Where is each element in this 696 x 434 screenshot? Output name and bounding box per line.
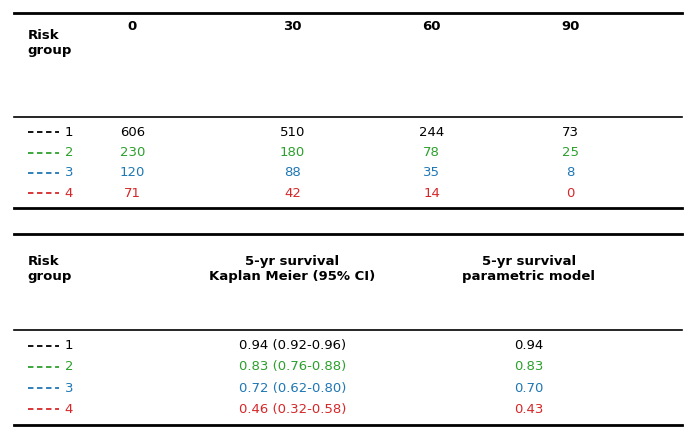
Text: 71: 71 (124, 187, 141, 200)
Text: 0.72 (0.62-0.80): 0.72 (0.62-0.80) (239, 381, 346, 395)
Text: 4: 4 (65, 187, 73, 200)
Text: 0.83 (0.76-0.88): 0.83 (0.76-0.88) (239, 361, 346, 374)
Text: 0.94 (0.92-0.96): 0.94 (0.92-0.96) (239, 339, 346, 352)
Text: 0.94: 0.94 (514, 339, 544, 352)
Text: 73: 73 (562, 126, 579, 139)
Text: 0.70: 0.70 (514, 381, 544, 395)
Text: 510: 510 (280, 126, 305, 139)
Text: 1: 1 (65, 126, 73, 139)
Text: 30: 30 (283, 20, 301, 33)
Text: 120: 120 (120, 166, 145, 179)
Text: 0: 0 (567, 187, 575, 200)
Text: 90: 90 (562, 20, 580, 33)
Text: 8: 8 (567, 166, 575, 179)
Text: 0.43: 0.43 (514, 403, 544, 416)
Text: Risk
group: Risk group (28, 30, 72, 57)
Text: 230: 230 (120, 146, 145, 159)
Text: 35: 35 (423, 166, 440, 179)
Text: 180: 180 (280, 146, 305, 159)
Text: 1: 1 (65, 339, 73, 352)
Text: 3: 3 (65, 381, 73, 395)
Text: 3: 3 (65, 166, 73, 179)
Text: 60: 60 (422, 20, 441, 33)
Text: 88: 88 (284, 166, 301, 179)
Text: 0: 0 (127, 20, 137, 33)
Text: 0.46 (0.32-0.58): 0.46 (0.32-0.58) (239, 403, 346, 416)
Text: 25: 25 (562, 146, 579, 159)
Text: 5-yr survival
parametric model: 5-yr survival parametric model (462, 255, 596, 283)
Text: 5-yr survival
Kaplan Meier (95% CI): 5-yr survival Kaplan Meier (95% CI) (209, 255, 375, 283)
Text: 2: 2 (65, 146, 73, 159)
Text: 606: 606 (120, 126, 145, 139)
Text: 0.83: 0.83 (514, 361, 544, 374)
Text: 4: 4 (65, 403, 73, 416)
Text: 244: 244 (419, 126, 444, 139)
Text: 14: 14 (423, 187, 440, 200)
Text: 2: 2 (65, 361, 73, 374)
Text: Risk
group: Risk group (28, 255, 72, 283)
Text: 78: 78 (423, 146, 440, 159)
Text: 42: 42 (284, 187, 301, 200)
